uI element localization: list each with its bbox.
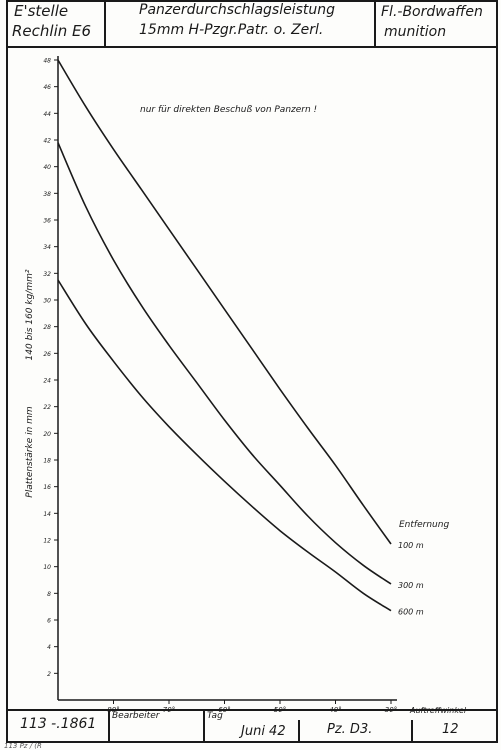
footer-divider-1 (108, 709, 110, 742)
y-tick-label: 30 (43, 298, 51, 305)
sheet-number: 113 -.1861 (20, 716, 97, 732)
category-line-1: Fl.-Bordwaffen (381, 4, 483, 20)
code-value: Pz. D3. (327, 722, 373, 737)
series-label: 300 m (398, 581, 424, 590)
header-left-rule (6, 0, 8, 47)
footer-left-rule (6, 709, 8, 742)
header-right-rule (496, 0, 498, 47)
header-divider-1 (104, 0, 106, 47)
series-curve-3 (57, 279, 392, 612)
y-ticks: 2468101214161820222426283032343638404244… (43, 58, 58, 678)
editor-label: Bearbeiter (112, 711, 160, 721)
header-divider-2 (374, 0, 376, 47)
y-tick-label: 48 (43, 58, 51, 65)
office-line-2: Rechlin E6 (12, 22, 92, 40)
y-tick-label: 16 (43, 484, 51, 491)
chart-axes (57, 56, 397, 701)
page-value: 12 (442, 722, 459, 737)
footer-divider-4 (411, 720, 413, 742)
y-tick-label: 24 (43, 378, 51, 385)
y-tick-label: 28 (43, 324, 51, 331)
y-tick-label: 22 (43, 404, 51, 411)
title-line-1: Panzerdurchschlagsleistung (139, 2, 336, 18)
y-tick-label: 8 (47, 591, 51, 598)
y-tick-label: 36 (43, 218, 51, 225)
y-tick-label: 14 (43, 511, 51, 518)
office-line-1: E'stelle (14, 2, 69, 20)
y-tick-label: 20 (43, 431, 51, 438)
body-left-rule (6, 46, 8, 710)
y-tick-label: 44 (43, 111, 51, 118)
date-value: Juni 42 (241, 724, 286, 739)
y-tick-label: 40 (43, 164, 51, 171)
y-tick-label: 34 (43, 244, 51, 251)
bottom-strip-text: 113 Pz / (R (4, 742, 42, 750)
y-tick-label: 42 (43, 138, 51, 145)
footer-divider-2 (203, 709, 205, 742)
y-tick-label: 26 (43, 351, 51, 358)
y-tick-label: 12 (43, 538, 51, 545)
footer-bottom-rule (6, 741, 498, 743)
legend-title: Entfernung (399, 520, 449, 530)
y-tick-label: 46 (43, 84, 51, 91)
y-tick-label: 10 (43, 564, 51, 571)
y-axis-title: Plattenstärke in mm (25, 406, 35, 498)
y-axis-subtitle: 140 bis 160 kg/mm² (25, 269, 35, 360)
series-label: 600 m (398, 608, 424, 617)
chart-note: nur für direkten Beschuß von Panzern ! (140, 105, 317, 115)
y-tick-label: 4 (47, 644, 51, 651)
y-tick-label: 6 (47, 618, 51, 625)
date-label: Tag (207, 711, 223, 721)
y-tick-label: 32 (43, 271, 51, 278)
x-axis-title: Auftreffwinkel (409, 706, 467, 715)
series-curve-2 (57, 142, 392, 585)
y-tick-label: 38 (43, 191, 51, 198)
footer-right-rule (496, 709, 498, 742)
body-right-rule (496, 46, 498, 710)
y-tick-label: 18 (43, 458, 51, 465)
header-top-rule (6, 0, 498, 2)
curves (57, 59, 392, 612)
footer-divider-3 (298, 720, 300, 742)
header-bottom-rule (6, 46, 498, 48)
footer-top-rule (6, 709, 498, 711)
series-label: 100 m (398, 541, 424, 550)
category-line-2: munition (384, 24, 447, 40)
series-curve-1 (57, 59, 392, 545)
y-tick-label: 2 (47, 671, 51, 678)
series-labels: 100 m 300 m 600 m (398, 541, 424, 617)
title-line-2: 15mm H-Pzgr.Patr. o. Zerl. (139, 22, 324, 38)
